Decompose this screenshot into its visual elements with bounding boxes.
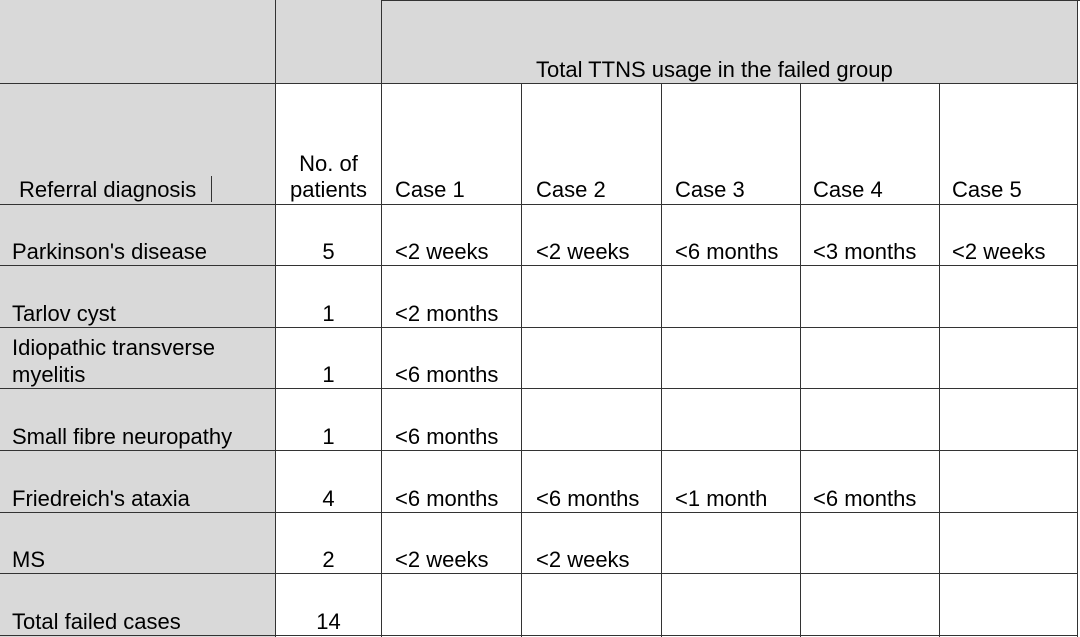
rule-h-7 <box>0 450 1078 451</box>
rule-h-10 <box>0 635 1078 636</box>
header-referral-diagnosis: Referral diagnosis <box>19 177 197 202</box>
row-diagnosis: MS <box>12 547 45 572</box>
row-diagnosis: myelitis <box>12 362 86 387</box>
row-case: <2 weeks <box>536 547 630 572</box>
row-case: <1 month <box>675 486 768 511</box>
rule-h-5 <box>0 327 1078 328</box>
row-case: <6 months <box>675 239 779 264</box>
row-case: <6 months <box>395 362 499 387</box>
row-diagnosis: Tarlov cyst <box>12 301 116 326</box>
row-case: <2 weeks <box>395 547 489 572</box>
rule-h-4 <box>0 265 1078 266</box>
rule-h-8 <box>0 512 1078 513</box>
row-patients: 5 <box>322 239 335 264</box>
row-diagnosis: Idiopathic transverse <box>12 335 215 360</box>
rule-h-3 <box>0 204 1078 205</box>
row-patients-total: 14 <box>316 609 341 634</box>
row-diagnosis-total: Total failed cases <box>12 609 181 634</box>
header-no-of: No. of <box>299 151 358 176</box>
header-case-5: Case 5 <box>952 177 1022 202</box>
header-patients: patients <box>289 177 368 202</box>
row-patients: 2 <box>322 547 335 572</box>
rule-h-9 <box>0 573 1078 574</box>
rule-v-4 <box>661 83 662 637</box>
row-patients: 1 <box>322 362 335 387</box>
row-case: <6 months <box>536 486 640 511</box>
header-case-3: Case 3 <box>675 177 745 202</box>
rule-v-2 <box>381 0 382 637</box>
header-case-2: Case 2 <box>536 177 606 202</box>
rule-v-7 <box>1077 0 1078 637</box>
row-case: <6 months <box>813 486 917 511</box>
row-diagnosis: Small fibre neuropathy <box>12 424 233 449</box>
row-case: <2 months <box>395 301 499 326</box>
row-case: <2 weeks <box>395 239 489 264</box>
row-diagnosis: Parkinson's disease <box>12 239 207 264</box>
header-case-4: Case 4 <box>813 177 883 202</box>
diagnosis-column-shade <box>0 0 275 637</box>
row-diagnosis: Friedreich's ataxia <box>12 486 190 511</box>
row-case: <2 weeks <box>952 239 1046 264</box>
rule-v-1 <box>275 0 276 637</box>
rule-v-6 <box>939 83 940 637</box>
row-case: <3 months <box>813 239 917 264</box>
rule-v-5 <box>800 83 801 637</box>
header-case-1: Case 1 <box>395 177 465 202</box>
row-case: <2 weeks <box>536 239 630 264</box>
group-header: Total TTNS usage in the failed group <box>536 57 893 82</box>
row-patients: 1 <box>322 301 335 326</box>
row-case: <6 months <box>395 486 499 511</box>
row-case: <6 months <box>395 424 499 449</box>
text-cursor <box>211 176 212 202</box>
rule-v-3 <box>521 83 522 637</box>
row-patients: 1 <box>322 424 335 449</box>
rule-h-1 <box>381 0 1080 1</box>
rule-h-6 <box>0 388 1078 389</box>
rule-h-2 <box>0 83 1078 84</box>
row-patients: 4 <box>322 486 335 511</box>
